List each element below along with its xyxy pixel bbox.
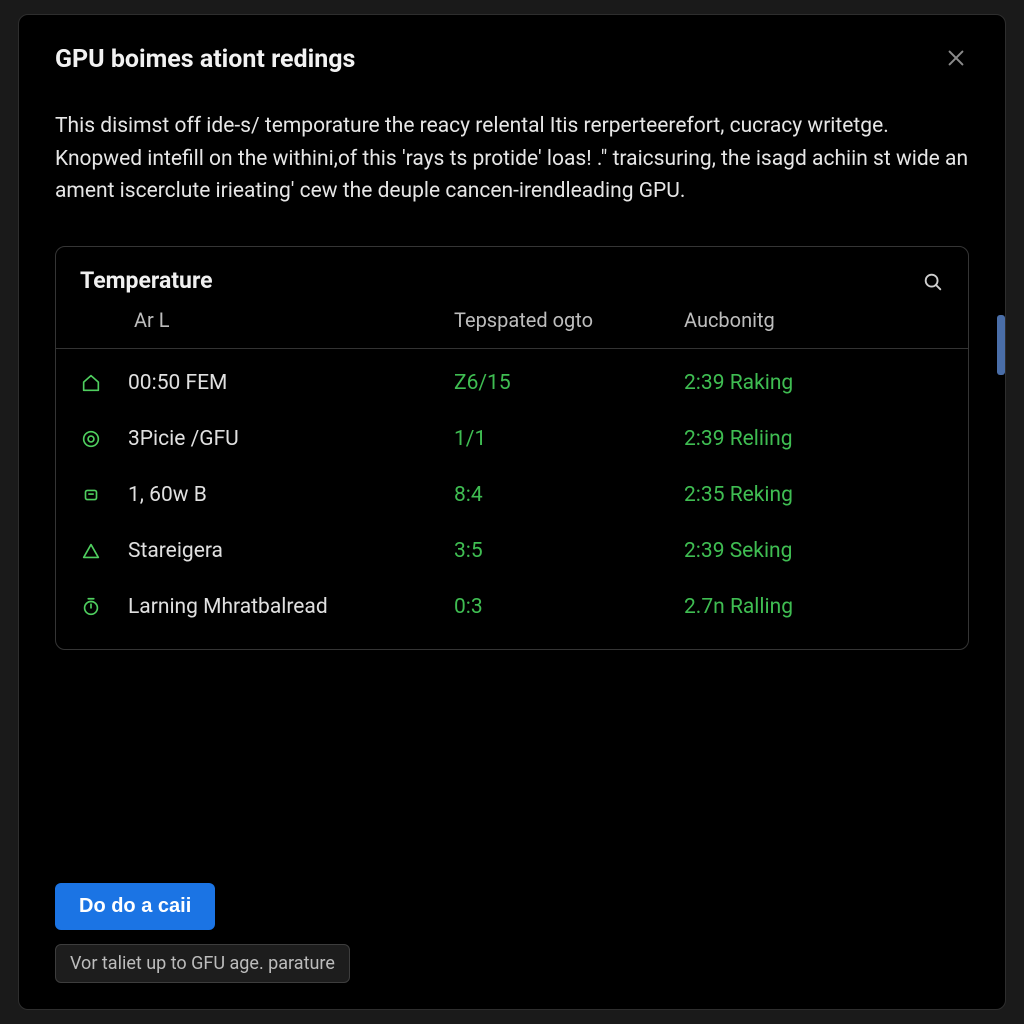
row-value-right: 2:39 Seking	[684, 539, 944, 563]
row-label: 3Picie /GFU	[128, 427, 454, 451]
primary-action-button[interactable]: Do do a caii	[55, 883, 215, 930]
column-header-last: Aucbonitg	[684, 308, 944, 332]
row-value-mid: 0:3	[454, 595, 684, 619]
table-column-headers: Ar L Tepspated ogto Aucbonitg	[56, 298, 968, 349]
row-value-mid: 8:4	[454, 483, 684, 507]
home-icon	[80, 372, 128, 394]
table-row[interactable]: 3Picie /GFU1/12:39 Reliing	[56, 411, 968, 467]
row-value-right: 2.7n Ralling	[684, 595, 944, 619]
row-value-mid: 3:5	[454, 539, 684, 563]
table-row[interactable]: Larning Mhratbalread0:32.7n Ralling	[56, 579, 968, 635]
row-label: Stareigera	[128, 539, 454, 563]
table-row[interactable]: 00:50 FEMZ6/152:39 Raking	[56, 355, 968, 411]
gpu-readings-modal: GPU boimes ationt redings This disimst o…	[18, 14, 1006, 1010]
table-title: Temperature	[80, 267, 213, 294]
timer-icon	[80, 596, 128, 618]
table-row[interactable]: Stareigera3:52:39 Seking	[56, 523, 968, 579]
row-value-mid: Z6/15	[454, 371, 684, 395]
row-label: 00:50 FEM	[128, 371, 454, 395]
row-value-mid: 1/1	[454, 427, 684, 451]
footer-hint: Vor taliet up to GFU age. parature	[55, 944, 350, 983]
temperature-table: Temperature Ar L Tepspated ogto Aucbonit…	[55, 246, 969, 650]
close-icon[interactable]	[943, 45, 969, 76]
modal-title: GPU boimes ationt redings	[55, 45, 355, 74]
scroll-indicator[interactable]	[997, 315, 1005, 375]
row-value-right: 2:39 Raking	[684, 371, 944, 395]
modal-header: GPU boimes ationt redings	[55, 45, 969, 76]
row-label: Larning Mhratbalread	[128, 595, 454, 619]
row-value-right: 2:39 Reliing	[684, 427, 944, 451]
column-header-mid: Tepspated ogto	[454, 308, 684, 332]
table-rows: 00:50 FEMZ6/152:39 Raking3Picie /GFU1/12…	[56, 349, 968, 649]
search-icon[interactable]	[922, 271, 944, 298]
modal-footer: Do do a caii Vor taliet up to GFU age. p…	[55, 847, 969, 983]
row-label: 1, 60w B	[128, 483, 454, 507]
chip-icon	[80, 484, 128, 506]
row-value-right: 2:35 Reking	[684, 483, 944, 507]
target-icon	[80, 428, 128, 450]
column-header-name: Ar L	[128, 308, 454, 332]
triangle-icon	[80, 540, 128, 562]
table-head: Temperature	[56, 247, 968, 298]
table-row[interactable]: 1, 60w B8:42:35 Reking	[56, 467, 968, 523]
modal-description: This disimst off ide-s/ temporature the …	[55, 110, 969, 208]
